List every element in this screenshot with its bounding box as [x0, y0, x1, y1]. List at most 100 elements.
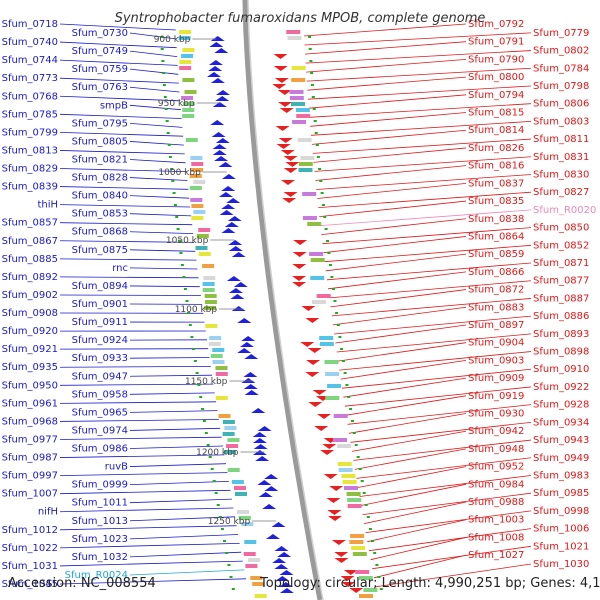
reverse-gene-arrow [292, 276, 306, 281]
forward-gene-arrow [218, 162, 233, 167]
tick-mark [326, 240, 329, 242]
tick-mark [368, 528, 372, 530]
left-leader-line [129, 141, 184, 146]
reverse-gene-arrow [334, 552, 349, 557]
feature-block [195, 246, 208, 250]
feature-block [203, 276, 216, 280]
forward-gene-arrow [271, 522, 286, 527]
feature-block [347, 498, 362, 502]
forward-gene-arrow [210, 120, 225, 125]
feature-block [363, 588, 378, 592]
forward-gene-arrow [221, 204, 236, 209]
reverse-gene-arrow [307, 348, 322, 353]
feature-block [182, 114, 195, 118]
scale-label: 950 kbp [158, 99, 195, 109]
left-gene-label: Sfum_0961 [2, 398, 58, 409]
left-leader-line [129, 410, 218, 413]
left-gene-label: Sfum_0828 [72, 173, 128, 184]
tick-mark [190, 336, 194, 338]
right-leader-line [337, 342, 467, 362]
scale-label: 1050 kbp [166, 236, 209, 246]
forward-gene-arrow [274, 546, 289, 551]
tick-mark [176, 228, 180, 230]
left-gene-label: Sfum_0840 [72, 191, 128, 202]
right-gene-label: Sfum_0830 [533, 169, 589, 180]
forward-gene-arrow [221, 228, 236, 233]
right-gene-label: Sfum_0816 [468, 161, 524, 172]
right-gene-label: Sfum_0952 [468, 462, 524, 473]
forward-gene-arrow [211, 132, 226, 137]
right-gene-label: Sfum_R0020 [533, 205, 596, 216]
left-leader-line [59, 150, 185, 155]
feature-block [337, 444, 352, 448]
tick-mark [310, 72, 314, 74]
right-leader-line [353, 439, 532, 461]
left-gene-label: Sfum_0920 [2, 326, 58, 337]
scale-label: 1000 kbp [158, 168, 201, 178]
feature-block [231, 480, 244, 484]
feature-block [325, 396, 340, 400]
left-gene-label: Sfum_1023 [72, 534, 128, 545]
left-gene-label: ruvB [105, 462, 128, 473]
tick-mark [162, 72, 166, 74]
right-gene-label: Sfum_0859 [468, 249, 524, 260]
left-gene-label: Sfum_0908 [2, 308, 58, 319]
tick-mark [218, 516, 222, 518]
tick-mark [231, 588, 235, 590]
feature-block [179, 66, 192, 70]
tick-mark [180, 264, 184, 266]
left-leader-line [129, 516, 236, 522]
right-gene-label: Sfum_0887 [533, 293, 589, 304]
right-gene-label: Sfum_0872 [468, 285, 524, 296]
right-leader-line [362, 492, 532, 515]
feature-block [319, 336, 334, 340]
tick-mark [315, 144, 319, 146]
feature-block [182, 102, 195, 106]
forward-gene-arrow [257, 480, 272, 485]
feature-block [327, 384, 342, 388]
reverse-gene-arrow [349, 588, 364, 593]
left-gene-label: Sfum_0997 [2, 471, 58, 482]
left-gene-label: smpB [100, 100, 128, 111]
forward-gene-arrow [241, 336, 256, 341]
feature-block [289, 96, 304, 100]
right-leader-line [350, 421, 532, 443]
left-gene-label: Sfum_0921 [2, 344, 58, 355]
right-gene-label: Sfum_0791 [468, 37, 524, 48]
right-leader-line [336, 333, 532, 353]
left-leader-line [59, 59, 178, 66]
left-leader-line [59, 294, 201, 296]
left-gene-label: Sfum_0875 [72, 245, 128, 256]
left-leader-line [129, 195, 190, 199]
forward-gene-arrow [208, 66, 223, 71]
feature-block [204, 294, 217, 298]
forward-gene-arrow [218, 192, 233, 197]
right-leader-line [343, 377, 467, 398]
feature-block [198, 252, 211, 256]
reverse-gene-arrow [328, 516, 342, 521]
left-leader-line [129, 177, 188, 181]
right-leader-line [314, 156, 532, 172]
forward-gene-arrow [257, 426, 272, 431]
reverse-gene-arrow [327, 510, 342, 515]
forward-gene-arrow [210, 36, 225, 41]
left-leader-line [59, 401, 217, 404]
left-leader-line [129, 159, 186, 164]
tick-mark [167, 144, 171, 146]
right-leader-line [304, 32, 532, 46]
left-gene-label: Sfum_0813 [2, 145, 58, 156]
reverse-gene-arrow [279, 108, 294, 113]
reverse-gene-arrow [343, 570, 358, 575]
feature-block [208, 342, 221, 346]
right-leader-line [341, 368, 532, 389]
reverse-gene-arrow [278, 102, 293, 107]
right-leader-line [365, 510, 532, 533]
reverse-gene-arrow [341, 582, 356, 587]
feature-block [222, 432, 235, 436]
feature-block [349, 540, 364, 544]
reverse-gene-arrow [305, 372, 320, 377]
backbone-highlight [247, 0, 324, 600]
tick-mark [225, 552, 229, 554]
feature-block [296, 114, 311, 118]
